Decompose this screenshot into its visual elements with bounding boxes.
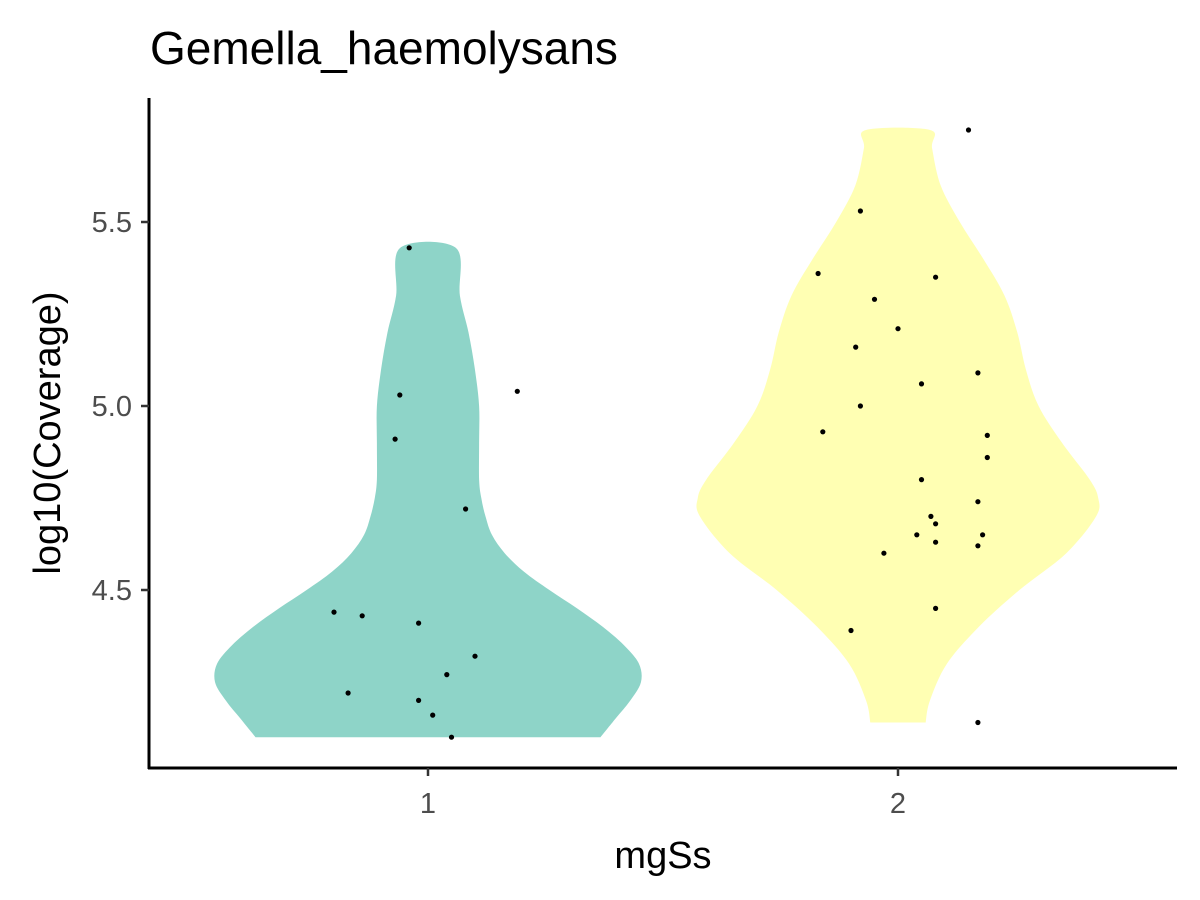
data-point [857,208,864,214]
data-point [933,521,939,527]
data-point [406,245,412,251]
data-point [448,734,455,740]
data-point [444,672,450,678]
data-point [918,381,925,387]
data-point [928,513,934,520]
jitter-points-layer [331,127,990,740]
data-point [914,532,920,538]
data-point [392,436,398,442]
data-point [514,388,520,394]
data-point [853,344,859,350]
data-point [918,477,925,483]
data-point [871,296,878,302]
data-point [815,270,821,277]
y-tick-label: 5.5 [92,207,132,239]
data-point [975,719,981,726]
data-point [359,613,365,619]
y-axis-title: log10(Coverage) [27,291,69,574]
data-point [430,712,436,718]
data-point [463,506,469,512]
data-point [895,326,901,332]
data-point [980,532,986,538]
data-point [820,429,826,435]
y-tick-label: 5.0 [92,391,132,423]
x-tick-label: 1 [420,788,436,820]
data-point [857,403,864,409]
data-point [345,690,351,696]
data-point [397,392,403,398]
data-point [965,127,972,133]
data-point [881,550,887,556]
y-tick-label: 4.5 [92,575,132,607]
chart-title: Gemella_haemolysans [150,22,618,74]
data-point [933,605,939,612]
violin-2 [696,127,1100,723]
data-point [975,499,981,505]
violin-layer [214,127,1100,738]
data-point [975,543,981,549]
data-point [984,432,990,438]
violin-1 [214,241,642,738]
x-axis-title: mgSs [614,835,711,877]
data-point [848,627,854,634]
data-point [472,653,478,659]
x-tick-label: 2 [890,788,906,820]
data-point [984,454,990,461]
data-point [416,620,422,626]
data-point [331,609,337,615]
data-point [416,697,422,704]
y-axis-ticks: 4.5 5.0 5.5 [92,207,149,607]
data-point [933,274,939,280]
data-point [975,370,981,376]
data-point [933,539,939,545]
